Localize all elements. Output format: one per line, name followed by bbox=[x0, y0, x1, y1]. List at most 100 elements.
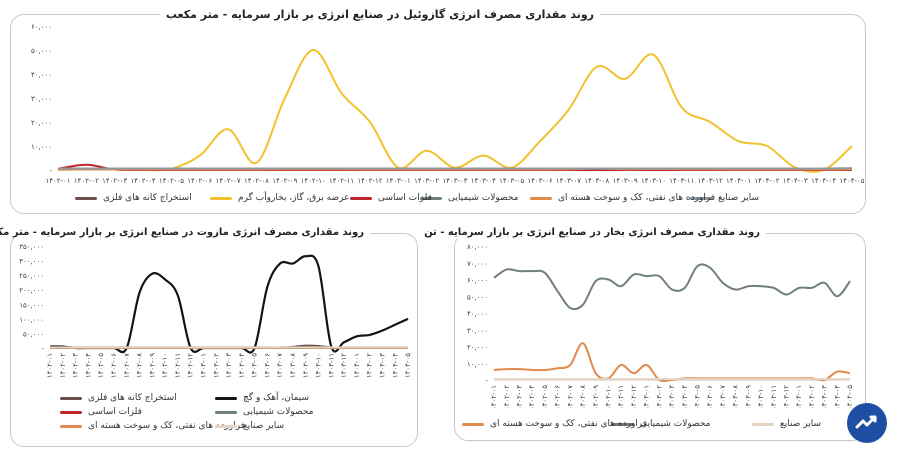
x-tick-label: ۱۴۰۲-۰۸ bbox=[579, 385, 587, 408]
x-tick-label: ۱۴۰۲-۰۵ bbox=[97, 353, 105, 378]
x-tick-label: ۱۴۰۲-۱۰ bbox=[301, 177, 326, 185]
x-tick-label: ۱۴۰۲-۰۳ bbox=[102, 177, 127, 185]
gasoil-chart: - ۱۰,۰۰۰ ۲۰,۰۰۰ ۳۰,۰۰۰ ۴۰,۰۰۰ ۵۰,۰۰۰ ۶۰,۰۰۰ ۱۴۰… bbox=[31, 23, 865, 185]
x-tick-label: ۱۴۰۲-۱۰ bbox=[605, 385, 613, 408]
legend-swatch bbox=[75, 196, 97, 200]
x-tick-label: ۱۴۰۳-۰۴ bbox=[471, 177, 496, 185]
mazut-chart-title: روند مقداری مصرف انرژی مازوت در صنایع ان… bbox=[0, 227, 370, 238]
legend-item: محصولات شیمیایی bbox=[612, 419, 710, 429]
legend-item: سایر صنایع bbox=[690, 193, 759, 203]
x-tick-label: ۱۴۰۲-۰۷ bbox=[123, 353, 131, 378]
x-tick-label: ۱۴۰۳-۰۴ bbox=[238, 353, 246, 378]
x-tick-label: ۱۴۰۴-۰۳ bbox=[821, 385, 829, 408]
legend-item: عرضه برق، گاز، بخاروآب گرم bbox=[210, 193, 349, 203]
y-tick-label: ۵۰,۰۰۰ bbox=[31, 47, 52, 55]
y-tick-label: ۱۰,۰۰۰ bbox=[467, 360, 488, 368]
y-tick-label: - bbox=[485, 377, 488, 385]
y-tick-label: ۷۰,۰۰۰ bbox=[467, 260, 488, 268]
legend-item: محصولات شیمیایی bbox=[420, 193, 518, 203]
legend-label: محصولات شیمیایی bbox=[640, 419, 711, 429]
x-tick-label: ۱۴۰۴-۰۴ bbox=[811, 177, 836, 185]
y-tick-label: ۳۰,۰۰۰ bbox=[31, 95, 52, 103]
y-tick-label: ۶۰,۰۰۰ bbox=[467, 277, 488, 285]
x-tick-label: ۱۴۰۲-۰۹ bbox=[148, 353, 156, 378]
legend-swatch bbox=[420, 196, 442, 200]
legend-label: محصولات شیمیایی bbox=[448, 193, 519, 203]
y-tick-label: ۵۰,۰۰۰ bbox=[23, 330, 44, 338]
legend-item: فراورده های نفتی، کک و سوخت هسته ای bbox=[530, 193, 715, 203]
legend-swatch bbox=[215, 424, 237, 428]
legend-swatch bbox=[60, 410, 82, 414]
x-tick-label: ۱۴۰۲-۰۹ bbox=[272, 177, 297, 185]
x-tick-label: ۱۴۰۲-۰۱ bbox=[46, 353, 54, 378]
x-tick-label: ۱۴۰۳-۰۱ bbox=[386, 177, 411, 185]
x-tick-label: ۱۴۰۳-۰۵ bbox=[694, 385, 702, 408]
y-tick-label: ۳۵۰,۰۰۰ bbox=[19, 243, 44, 251]
legend-item: سایر صنایع bbox=[752, 419, 821, 429]
legend-label: فلزات اساسی bbox=[88, 407, 142, 417]
x-tick-label: ۱۴۰۳-۰۲ bbox=[655, 385, 663, 408]
x-tick-label: ۱۴۰۳-۰۹ bbox=[613, 177, 638, 185]
legend-swatch bbox=[350, 196, 372, 200]
x-tick-label: ۱۴۰۳-۰۷ bbox=[719, 385, 727, 408]
legend-item: فلزات اساسی bbox=[350, 193, 432, 203]
legend-swatch bbox=[60, 424, 82, 428]
legend-item: فراورده های نفتی، کک و سوخت هسته ای bbox=[60, 421, 245, 431]
y-tick-label: ۴۰,۰۰۰ bbox=[467, 310, 488, 318]
x-tick-label: ۱۴۰۳-۱۱ bbox=[770, 385, 778, 408]
x-tick-label: ۱۴۰۳-۱۲ bbox=[698, 177, 723, 185]
x-tick-label: ۱۴۰۲-۱۱ bbox=[174, 353, 182, 378]
legend-swatch bbox=[215, 410, 237, 414]
legend-label: فلزات اساسی bbox=[378, 193, 432, 203]
x-tick-label: ۱۴۰۴-۰۲ bbox=[754, 177, 779, 185]
legend-item: محصولات شیمیایی bbox=[215, 407, 313, 417]
x-tick-label: ۱۴۰۲-۰۱ bbox=[490, 385, 498, 408]
x-tick-label: ۱۴۰۲-۰۲ bbox=[59, 353, 67, 378]
legend-label: فراورده های نفتی، کک و سوخت هسته ای bbox=[88, 421, 246, 431]
legend-item: استخراج کانه های فلزی bbox=[75, 193, 192, 203]
legend-label: سایر صنایع bbox=[243, 421, 285, 431]
x-tick-label: ۱۴۰۴-۰۱ bbox=[726, 177, 751, 185]
x-tick-label: ۱۴۰۳-۰۸ bbox=[732, 385, 740, 408]
x-tick-label: ۱۴۰۲-۰۴ bbox=[131, 177, 156, 185]
legend-label: استخراج کانه های فلزی bbox=[88, 393, 177, 403]
legend-swatch bbox=[690, 196, 712, 200]
x-tick-label: ۱۴۰۲-۰۵ bbox=[159, 177, 184, 185]
legend-label: عرضه برق، گاز، بخاروآب گرم bbox=[238, 193, 350, 203]
y-tick-label: ۲۵۰,۰۰۰ bbox=[19, 272, 44, 280]
x-tick-label: ۱۴۰۳-۰۱ bbox=[200, 353, 208, 378]
legend-item: سیمان، آهک و گچ bbox=[215, 393, 309, 403]
x-tick-label: ۱۴۰۴-۰۵ bbox=[839, 177, 864, 185]
x-tick-label: ۱۴۰۲-۰۳ bbox=[72, 353, 80, 378]
x-tick-label: ۱۴۰۲-۰۲ bbox=[503, 385, 511, 408]
x-tick-label: ۱۴۰۲-۰۵ bbox=[541, 385, 549, 408]
x-tick-label: ۱۴۰۲-۰۶ bbox=[110, 353, 118, 378]
legend-swatch bbox=[60, 396, 82, 400]
series-line-0 bbox=[493, 342, 851, 383]
x-tick-label: ۱۴۰۲-۰۷ bbox=[566, 385, 574, 408]
x-tick-label: ۱۴۰۳-۰۶ bbox=[528, 177, 553, 185]
x-tick-label: ۱۴۰۲-۰۲ bbox=[74, 177, 99, 185]
x-tick-label: ۱۴۰۲-۰۶ bbox=[187, 177, 212, 185]
x-tick-label: ۱۴۰۴-۰۴ bbox=[391, 353, 399, 378]
y-tick-label: ۲۰,۰۰۰ bbox=[467, 344, 488, 352]
legend-item: فراورده های نفتی، کک و سوخت هسته ای bbox=[462, 419, 647, 429]
x-tick-label: ۱۴۰۲-۰۹ bbox=[592, 385, 600, 408]
x-tick-label: ۱۴۰۳-۰۹ bbox=[744, 385, 752, 408]
x-tick-label: ۱۴۰۳-۰۳ bbox=[668, 385, 676, 408]
x-tick-label: ۱۴۰۳-۰۵ bbox=[499, 177, 524, 185]
x-tick-label: ۱۴۰۲-۰۱ bbox=[45, 177, 70, 185]
x-tick-label: ۱۴۰۳-۰۳ bbox=[442, 177, 467, 185]
x-tick-label: ۱۴۰۳-۰۷ bbox=[556, 177, 581, 185]
x-tick-label: ۱۴۰۴-۰۳ bbox=[379, 353, 387, 378]
x-tick-label: ۱۴۰۳-۰۸ bbox=[584, 177, 609, 185]
y-tick-label: ۶۰,۰۰۰ bbox=[31, 23, 52, 31]
x-tick-label: ۱۴۰۲-۱۰ bbox=[161, 353, 169, 378]
gasoil-chart-panel bbox=[10, 14, 866, 214]
legend-label: فراورده های نفتی، کک و سوخت هسته ای bbox=[490, 419, 648, 429]
legend-swatch bbox=[612, 422, 634, 426]
y-tick-label: ۸۰,۰۰۰ bbox=[467, 243, 488, 251]
x-tick-label: ۱۴۰۲-۰۴ bbox=[84, 353, 92, 378]
y-tick-label: ۵۰,۰۰۰ bbox=[467, 293, 488, 301]
x-tick-label: ۱۴۰۴-۰۲ bbox=[808, 385, 816, 408]
